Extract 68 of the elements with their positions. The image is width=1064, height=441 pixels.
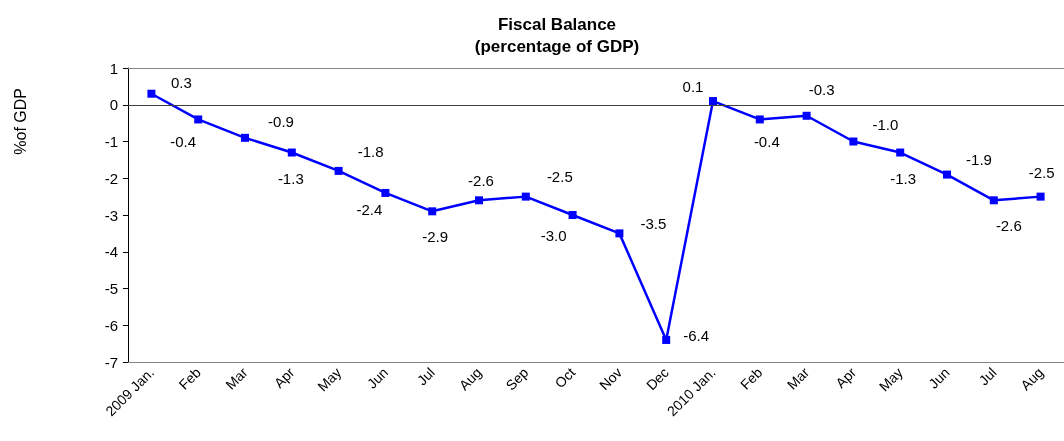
y-tick-label: 1 — [109, 59, 118, 77]
x-tick-label: Dec — [642, 364, 672, 394]
y-axis-title: %of GDP — [11, 88, 29, 155]
point — [287, 148, 296, 157]
point — [194, 115, 203, 124]
point — [521, 192, 530, 201]
point — [802, 111, 811, 120]
point — [147, 89, 156, 98]
x-tick-label: Feb — [175, 364, 205, 393]
data-label: -1.9 — [966, 151, 992, 169]
data-label: -2.9 — [422, 227, 449, 245]
point — [381, 188, 390, 197]
point — [849, 137, 858, 146]
x-tick-label: Jul — [975, 364, 1000, 389]
point — [709, 97, 717, 106]
y-tick-label: 0 — [109, 96, 118, 114]
point — [755, 115, 764, 124]
data-label: -1.3 — [890, 170, 917, 188]
data-label: -1.8 — [357, 143, 384, 161]
x-tick-label: Oct — [551, 364, 579, 392]
point — [568, 211, 577, 219]
point — [428, 207, 437, 216]
x-tick-label: Mar — [222, 364, 251, 393]
point — [334, 166, 343, 175]
x-tick-label: Mar — [783, 364, 813, 393]
data-label: -0.4 — [170, 132, 197, 150]
point — [241, 133, 249, 142]
data-label: -0.3 — [808, 81, 835, 99]
data-label: -2.5 — [546, 168, 573, 186]
data-label: -2.4 — [356, 201, 383, 219]
point — [475, 196, 483, 205]
point — [989, 196, 998, 205]
x-tick-label: Aug — [1017, 364, 1047, 394]
y-tick-label: -3 — [104, 206, 118, 224]
data-label: -1.3 — [277, 170, 304, 188]
y-tick-label: -4 — [104, 243, 118, 261]
y-tick-label: -7 — [104, 353, 118, 371]
y-tick-label: -1 — [104, 133, 118, 150]
x-tick-label: Jun — [925, 364, 953, 392]
x-tick-label: Jul — [413, 364, 438, 389]
point — [662, 335, 671, 344]
y-tick-label: -2 — [104, 169, 118, 187]
data-label: -0.9 — [268, 113, 294, 131]
point — [1036, 192, 1045, 201]
data-label: -3.0 — [540, 226, 567, 244]
x-tick-label: Apr — [832, 364, 860, 392]
data-label: -3.5 — [640, 214, 667, 232]
y-tick-label: -5 — [104, 280, 118, 297]
x-tick-label: Jun — [363, 364, 392, 392]
point — [896, 148, 905, 157]
x-tick-label: Apr — [270, 364, 298, 392]
data-label: -2.6 — [468, 171, 494, 189]
x-tick-label: Aug — [455, 364, 485, 394]
data-label: -2.6 — [995, 216, 1022, 234]
data-label: 0.3 — [170, 74, 192, 92]
point — [943, 170, 951, 179]
x-tick-label: Nov — [596, 364, 626, 394]
y-tick-label: -6 — [104, 316, 118, 334]
data-label: -6.4 — [683, 327, 710, 345]
x-tick-label: Feb — [737, 364, 766, 393]
chart-subtitle: (percentage of GDP) — [474, 37, 640, 56]
data-label: -1.0 — [872, 116, 899, 133]
data-label: -2.5 — [1028, 164, 1055, 182]
data-label: 0.1 — [682, 77, 704, 95]
data-label: -0.4 — [753, 132, 780, 150]
x-tick-label: Sep — [502, 364, 532, 394]
point — [615, 229, 624, 238]
chart-title: Fiscal Balance — [497, 15, 617, 34]
